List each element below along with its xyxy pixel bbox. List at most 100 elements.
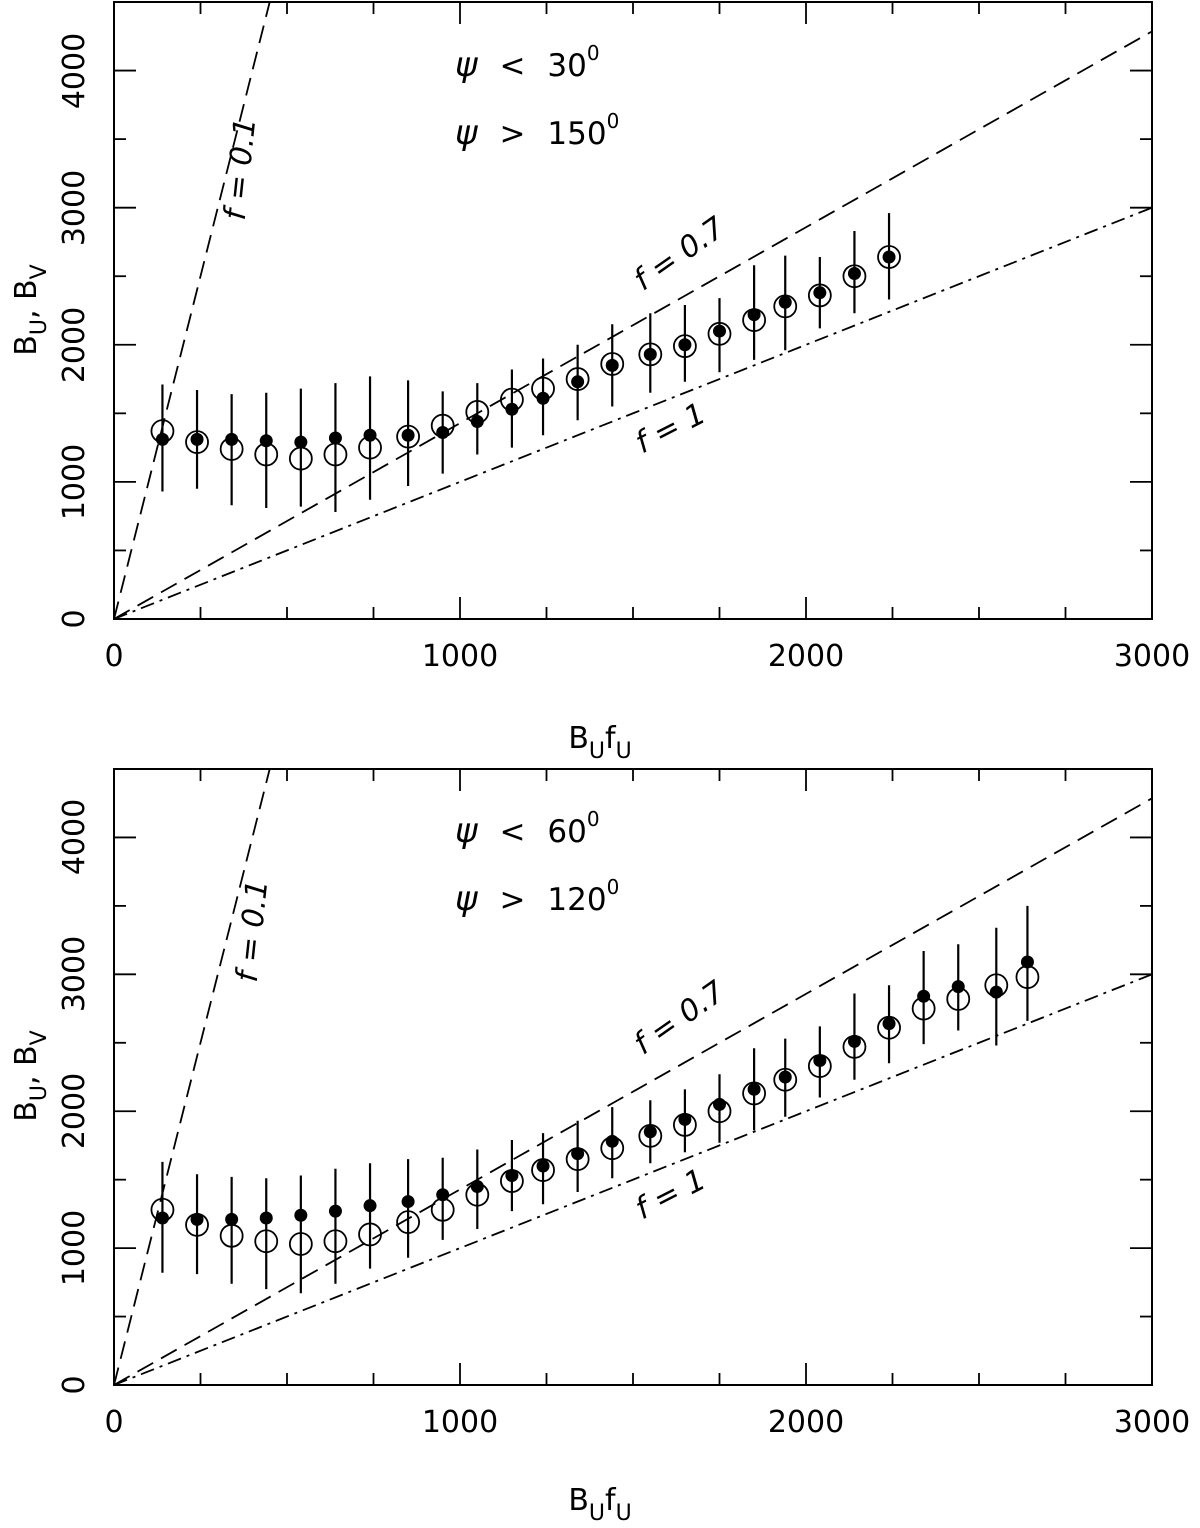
- open-point: [807, 283, 832, 308]
- filled-point: [401, 428, 415, 442]
- open-point: [638, 342, 663, 367]
- panel-bottom-ticks: [113, 768, 1153, 1386]
- open-point: [877, 1015, 901, 1040]
- y-tick-label: 4000: [57, 799, 92, 875]
- filled-point: [882, 1017, 896, 1031]
- open-point: [742, 1081, 766, 1106]
- open-point: [254, 1229, 279, 1254]
- y-tick-label: 1000: [57, 444, 92, 520]
- open-point: [288, 1232, 313, 1256]
- reference-line: [113, 973, 1153, 1386]
- condition-label: ψ <600: [455, 807, 600, 851]
- filled-point: [363, 1199, 377, 1213]
- filled-point: [917, 989, 931, 1003]
- panel-bottom-marks: [113, 768, 1153, 1386]
- open-point: [638, 1123, 663, 1148]
- filled-point: [155, 432, 169, 446]
- panel-top-ticks: [113, 1, 1153, 620]
- filled-point: [436, 1188, 450, 1202]
- open-point: [185, 430, 209, 455]
- line-label-f07: f = 0.7: [628, 974, 732, 1061]
- filled-point: [847, 266, 861, 280]
- open-point: [842, 264, 867, 289]
- x-tick-label: 0: [104, 1405, 123, 1440]
- y-axis-label: BU, BV: [9, 264, 52, 355]
- open-point: [600, 352, 625, 376]
- filled-point: [259, 1211, 273, 1225]
- filled-point: [470, 415, 484, 429]
- filled-point: [713, 324, 726, 338]
- panel-bottom-frame: [113, 768, 1153, 1386]
- filled-point: [778, 1070, 792, 1084]
- open-point: [358, 1222, 382, 1247]
- line-label-f01: f = 0.1: [218, 116, 264, 222]
- open-point: [877, 245, 901, 269]
- y-axis-label: BU, BV: [9, 1030, 52, 1121]
- filled-point: [747, 308, 761, 322]
- filled-point: [989, 985, 1003, 999]
- y-tick-label: 3000: [57, 170, 92, 246]
- filled-point: [643, 347, 657, 361]
- filled-point: [847, 1034, 861, 1048]
- filled-point: [643, 1125, 657, 1139]
- condition-label: ψ >1200: [455, 875, 619, 919]
- open-point: [323, 1229, 348, 1254]
- y-tick-label: 1000: [57, 1210, 92, 1286]
- x-tick-label: 3000: [1114, 1405, 1190, 1440]
- open-point: [565, 367, 590, 391]
- filled-point: [713, 1097, 726, 1111]
- open-point: [773, 1067, 798, 1092]
- filled-point: [363, 428, 377, 442]
- filled-point: [882, 250, 896, 264]
- filled-point: [813, 1054, 827, 1068]
- reference-line: [113, 797, 1153, 1386]
- line-label-f1: f = 1: [630, 396, 712, 461]
- filled-point: [190, 1212, 204, 1226]
- x-tick-label: 1000: [422, 639, 498, 674]
- x-axis-label: BUfU: [568, 1483, 631, 1526]
- line-label-f07: f = 0.7: [628, 210, 732, 297]
- filled-point: [436, 426, 450, 440]
- filled-point: [571, 375, 585, 389]
- reference-line: [113, 206, 1153, 620]
- y-tick-label: 4000: [57, 33, 92, 109]
- x-tick-label: 2000: [768, 1405, 844, 1440]
- filled-point: [225, 432, 239, 446]
- open-point: [396, 424, 421, 449]
- filled-point: [328, 431, 342, 445]
- filled-point: [294, 435, 308, 449]
- filled-point: [1020, 955, 1034, 969]
- reference-line: [113, 30, 1153, 620]
- filled-point: [190, 432, 204, 446]
- filled-point: [747, 1082, 761, 1096]
- panel-top-marks: [113, 1, 1153, 620]
- open-point: [396, 1210, 421, 1235]
- filled-point: [505, 402, 519, 416]
- filled-point: [470, 1180, 484, 1194]
- y-tick-label: 2000: [57, 307, 92, 383]
- filled-point: [155, 1211, 169, 1225]
- y-tick-label: 2000: [57, 1073, 92, 1149]
- filled-point: [225, 1212, 239, 1226]
- line-label-f01: f = 0.1: [230, 878, 276, 984]
- x-tick-label: 1000: [422, 1405, 498, 1440]
- filled-point: [401, 1195, 415, 1209]
- filled-point: [678, 338, 692, 352]
- filled-point: [605, 358, 619, 372]
- filled-point: [328, 1204, 342, 1218]
- filled-point: [778, 295, 792, 309]
- x-tick-label: 2000: [768, 639, 844, 674]
- filled-point: [259, 434, 273, 448]
- reference-line: [113, 1, 271, 620]
- panel-top: 0 1000 2000 3000 0 1000 2000 3000 4000 B…: [9, 1, 1190, 764]
- line-label-f1: f = 1: [630, 1162, 712, 1227]
- open-point: [673, 334, 697, 359]
- y-tick-label: 0: [57, 609, 92, 628]
- filled-point: [536, 391, 550, 405]
- condition-label: ψ <300: [455, 41, 600, 85]
- condition-label: ψ >1500: [455, 109, 619, 153]
- reference-line: [113, 768, 271, 1386]
- filled-point: [536, 1159, 550, 1173]
- filled-point: [605, 1134, 619, 1148]
